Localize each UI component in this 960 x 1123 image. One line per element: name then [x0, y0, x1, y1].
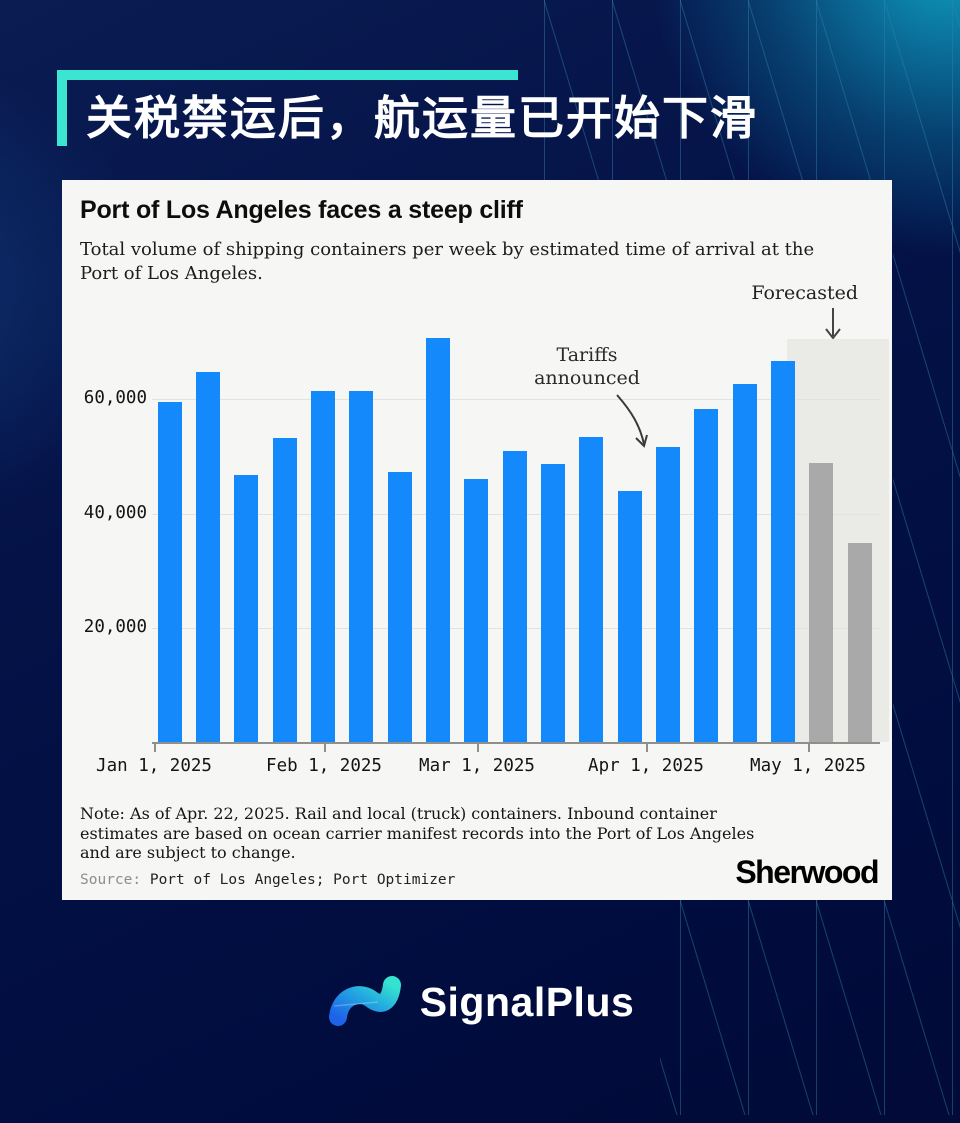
bar-week-of-jan-22 — [272, 438, 297, 742]
x-tick — [808, 744, 810, 752]
x-tick-label: Mar 1, 2025 — [419, 756, 535, 776]
bar-week-of-apr-30 — [809, 462, 834, 742]
bar-week-of-jan-1 — [157, 402, 182, 742]
sherwood-logo: Sherwood — [735, 854, 879, 890]
x-tick-label: Feb 1, 2025 — [266, 756, 382, 776]
bar-week-of-apr-23 — [771, 361, 796, 742]
page-headline: 关税禁运后，航运量已开始下滑 — [86, 92, 758, 144]
bar-week-of-mar-19 — [579, 436, 604, 742]
y-tick-label: 40,000 — [83, 502, 147, 523]
annotation-tariffs-line2: announced — [534, 367, 640, 389]
chart-note-line2: estimates are based on ocean carrier man… — [80, 823, 755, 843]
bar-week-of-feb-12 — [387, 472, 412, 742]
bar-week-of-mar-12 — [541, 463, 565, 742]
signalplus-logo: SignalPlus — [0, 970, 960, 1034]
annotation-tariffs-line1: Tariffs — [556, 344, 618, 366]
bar-week-of-feb-19 — [425, 338, 450, 742]
y-tick-label: 20,000 — [83, 616, 147, 637]
signalplus-logo-icon — [328, 976, 401, 1026]
bar-week-of-apr-2 — [656, 447, 681, 742]
bar-week-of-may-7 — [847, 543, 872, 742]
x-tick — [646, 744, 648, 752]
bar-week-of-feb-26 — [464, 478, 489, 742]
x-tick — [477, 744, 479, 752]
chart-subtitle-line1: Total volume of shipping containers per … — [80, 239, 815, 260]
chart-title: Port of Los Angeles faces a steep cliff — [80, 196, 523, 224]
signalplus-logo-text: SignalPlus — [419, 978, 635, 1025]
x-tick — [324, 744, 326, 752]
bar-week-of-mar-5 — [502, 450, 527, 742]
forecast-label: Forecasted — [751, 282, 858, 304]
bar-week-of-apr-16 — [732, 383, 757, 742]
chart-source: Source: Port of Los Angeles; Port Optimi… — [80, 872, 455, 888]
bar-week-of-feb-5 — [349, 391, 374, 742]
gridline-60,000 — [152, 399, 880, 401]
source-text: Port of Los Angeles; Port Optimizer — [149, 872, 456, 888]
chart-note: Note: As of Apr. 22, 2025. Rail and loca… — [80, 804, 754, 863]
x-axis-line — [152, 742, 880, 744]
forecast-arrow-icon — [825, 308, 841, 340]
headline-accent-left — [57, 70, 67, 146]
x-tick-label: May 1, 2025 — [750, 756, 866, 776]
x-tick-label: Jan 1, 2025 — [96, 756, 212, 776]
source-prefix: Source: — [80, 872, 150, 888]
bar-week-of-jan-15 — [234, 474, 259, 742]
chart-subtitle-line2: Port of Los Angeles. — [80, 263, 263, 284]
headline-accent-top — [57, 70, 518, 80]
bar-week-of-jan-29 — [310, 391, 335, 742]
bar-week-of-jan-8 — [195, 371, 220, 742]
annotation-tariffs: Tariffs announced — [516, 344, 658, 390]
annotation-arrow-icon — [616, 394, 648, 448]
chart-note-line1: Note: As of Apr. 22, 2025. Rail and loca… — [80, 804, 717, 823]
plot-area: 20,000 40,000 60,000 Jan 1, 2025 Feb 1, 2025… — [62, 180, 892, 900]
bar-week-of-mar-26 — [617, 491, 642, 742]
y-tick-label: 60,000 — [83, 388, 147, 409]
bar-week-of-apr-9 — [694, 408, 719, 742]
chart-subtitle: Total volume of shipping containers per … — [80, 238, 814, 286]
forecast-band — [787, 339, 889, 742]
x-tick-label: Apr 1, 2025 — [588, 756, 704, 776]
chart-note-line3: and are subject to change. — [80, 843, 296, 862]
chart-card: Port of Los Angeles faces a steep cliff … — [62, 180, 892, 900]
x-tick — [154, 744, 156, 752]
